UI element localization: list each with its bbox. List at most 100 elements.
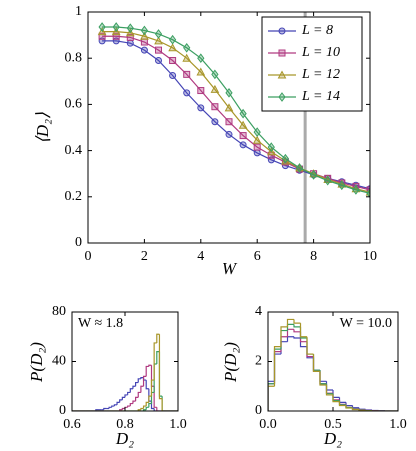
data-point <box>238 120 248 129</box>
histogram-bin <box>280 341 288 355</box>
histogram-bin <box>364 409 372 411</box>
y-tick-label: 2 <box>255 354 262 369</box>
annotation: W ≈ 1.8 <box>78 316 123 331</box>
y-tick-label: 0.8 <box>65 50 83 65</box>
x-tick-label: 0 <box>85 249 92 264</box>
x-tick-label: 1.0 <box>169 417 187 432</box>
histogram-bin <box>345 405 353 409</box>
data-point <box>183 42 191 53</box>
histogram-bin <box>132 400 136 404</box>
histogram-bin <box>142 375 147 387</box>
data-point <box>253 149 261 157</box>
data-point <box>211 69 219 80</box>
y-axis-label: ⟨D₂⟩ <box>33 112 52 144</box>
histogram-bin <box>293 329 301 333</box>
histogram-bin <box>319 370 327 382</box>
data-point <box>267 142 275 152</box>
histogram-bin <box>293 324 301 328</box>
histogram-bin <box>153 386 157 408</box>
data-point <box>295 163 304 173</box>
data-point <box>98 32 106 40</box>
x-tick-label: 0.8 <box>116 417 134 432</box>
histogram-bin <box>127 405 131 408</box>
data-point <box>239 132 247 140</box>
plot-area <box>268 318 398 411</box>
data-point <box>225 130 233 138</box>
histogram-bin <box>280 326 288 347</box>
histogram-bin <box>145 380 149 390</box>
data-point <box>183 89 191 97</box>
y-tick-label: 0 <box>255 403 262 418</box>
histogram-bin <box>351 405 359 409</box>
data-point <box>126 39 134 47</box>
x-tick-label: 0.5 <box>324 417 342 432</box>
data-point <box>281 153 290 164</box>
data-point <box>196 67 206 76</box>
data-point <box>225 88 233 98</box>
histogram-bin <box>140 376 144 379</box>
histogram-bin <box>153 408 157 411</box>
histogram-bin <box>358 407 366 410</box>
x-tick-label: 4 <box>197 249 204 264</box>
x-tick-label: 1.0 <box>389 417 407 432</box>
histogram-bin <box>280 329 288 350</box>
histogram-bin <box>135 396 139 402</box>
data-point <box>197 104 205 112</box>
chart-panel: 0.0 0.5 1.0 0 2 4 D₂ P(D₂) W = 10.0 <box>221 304 407 448</box>
legend-marker <box>278 92 286 102</box>
data-point <box>169 57 177 65</box>
histogram-bin <box>325 383 333 394</box>
data-point <box>211 118 219 126</box>
histogram-bin <box>325 381 333 391</box>
data-point <box>126 23 134 34</box>
y-tick-label: 0 <box>59 403 66 418</box>
data-point <box>324 175 332 186</box>
histogram-bin <box>148 364 152 367</box>
y-tick-label: 4 <box>255 304 262 319</box>
histogram-bin <box>142 405 147 409</box>
histogram-bin <box>332 394 340 403</box>
data-point <box>352 185 360 195</box>
legend-label: L = 10 <box>301 45 340 60</box>
histogram-bin <box>286 328 294 337</box>
histogram-bin <box>148 402 152 408</box>
histogram-bin <box>156 333 160 343</box>
x-tick-label: 8 <box>310 249 317 264</box>
histogram-bin <box>156 407 160 411</box>
histogram-bin <box>293 319 301 324</box>
histogram-bin <box>137 391 141 398</box>
histogram-bin <box>312 357 320 371</box>
histogram-bin <box>145 406 149 410</box>
histogram-bin <box>293 336 301 339</box>
legend-marker <box>278 27 286 35</box>
histogram-bin <box>286 336 294 342</box>
histogram-bin <box>103 407 107 410</box>
histogram-bin <box>268 380 275 411</box>
data-point <box>309 170 318 180</box>
histogram-bin <box>319 371 327 385</box>
series-line <box>102 35 370 191</box>
histogram-bin <box>140 385 144 393</box>
histogram-bin <box>338 397 346 403</box>
histogram-bin <box>306 336 314 355</box>
histogram-bin <box>153 342 157 381</box>
histogram-bin <box>299 323 307 338</box>
histogram-bin <box>312 354 320 372</box>
data-point <box>155 46 162 54</box>
histogram-bin <box>351 408 359 411</box>
y-tick-label: 80 <box>52 304 66 319</box>
axes-frame <box>87 11 371 244</box>
data-point <box>168 43 177 52</box>
histogram-bin <box>312 354 320 371</box>
histogram-bin <box>108 406 112 409</box>
y-axis-label: P(D₂) <box>221 342 240 383</box>
x-axis-label: D₂ <box>323 429 342 448</box>
data-point <box>155 57 162 65</box>
data-point <box>182 53 192 62</box>
histogram-bin <box>161 398 165 411</box>
legend-label: L = 12 <box>301 67 340 82</box>
histogram-bin <box>332 389 340 398</box>
y-tick-label: 1 <box>75 4 82 19</box>
histogram-bin <box>145 365 149 377</box>
histogram-bin <box>111 405 115 408</box>
